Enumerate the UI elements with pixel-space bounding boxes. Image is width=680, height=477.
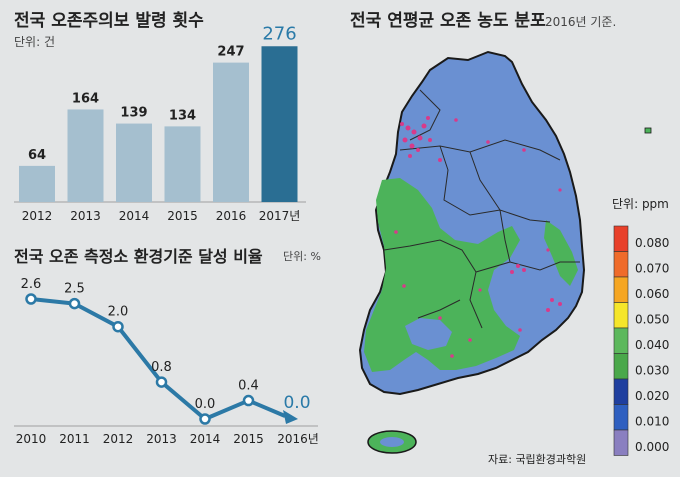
line-point	[242, 394, 255, 407]
bar-x-tick: 2014	[119, 209, 150, 223]
legend-label: 0.040	[635, 338, 669, 352]
legend-swatch	[613, 353, 629, 380]
map-ulleungdo	[644, 127, 652, 134]
line-value-label: 0.0	[195, 397, 216, 412]
bar-x-tick: 2015	[167, 209, 198, 223]
bar-x-tick: 2016	[216, 209, 247, 223]
map-legend-title: 단위: ppm	[612, 197, 669, 211]
line-value-label: 2.5	[64, 282, 85, 297]
map-green-zone	[364, 178, 520, 372]
line-x-tick: 2011	[59, 432, 90, 446]
legend-label: 0.080	[635, 236, 669, 250]
line-chart-title: 전국 오존 측정소 환경기준 달성 비율	[14, 247, 263, 266]
map-east-strip	[544, 220, 578, 286]
map-source: 자료: 국립환경과학원	[488, 453, 586, 466]
bar-2017년	[261, 46, 298, 202]
legend-label: 0.010	[635, 415, 669, 429]
bar-x-tick: 2017년	[259, 209, 301, 223]
bar-value-label: 276	[262, 23, 296, 44]
line-chart-unit: 단위: %	[283, 250, 321, 263]
line-x-tick: 2014	[190, 432, 221, 446]
bar-2015	[164, 126, 201, 202]
bar-value-label: 64	[28, 148, 46, 163]
line-point	[199, 413, 211, 425]
map-subtitle: 2016년 기준.	[545, 15, 616, 29]
legend-swatch	[613, 429, 629, 456]
line-value-label: 0.0	[283, 393, 310, 413]
line-arrow-head	[283, 410, 298, 424]
line-value-label: 2.0	[108, 305, 129, 320]
line-point	[25, 293, 37, 305]
bar-value-label: 139	[120, 106, 147, 121]
line-value-label: 0.8	[151, 360, 172, 375]
bar-2016	[213, 62, 249, 202]
line-x-tick: 2012	[103, 432, 134, 446]
map-legend: 0.080 0.070 0.060 0.050 0.040 0.030 0.020 0.010…	[613, 225, 669, 456]
line-value-label: 2.6	[21, 277, 42, 292]
line-chart: 2.6 2010 2.5 2011 2.0 2012 0.8 2013 0.0 2014 0.4 20…	[14, 277, 319, 446]
bar-chart-title: 전국 오존주의보 발령 횟수	[14, 10, 204, 31]
legend-label: 0.070	[635, 262, 669, 276]
legend-swatch	[613, 327, 629, 354]
legend-swatch	[613, 404, 629, 431]
map-blue-pocket	[405, 318, 452, 350]
legend-swatch	[613, 378, 629, 405]
line-point	[155, 376, 168, 388]
legend-swatch	[613, 225, 629, 252]
map-hotspots	[394, 116, 562, 358]
line-value-label: 0.4	[238, 379, 259, 394]
line-x-tick: 2016년	[277, 432, 319, 446]
bar-chart: 64 2012 164 2013 139 2014 134 2015 247 2016 276 201…	[14, 23, 306, 223]
korea-ozone-map	[358, 50, 652, 454]
legend-swatch	[613, 251, 629, 278]
bar-value-label: 247	[217, 45, 244, 60]
legend-swatch	[613, 302, 629, 329]
line-point	[68, 297, 81, 310]
legend-label: 0.060	[635, 287, 669, 301]
bar-chart-unit: 단위: 건	[14, 35, 55, 49]
map-boundaries	[383, 89, 580, 329]
line-x-tick: 2013	[146, 432, 177, 446]
map-title: 전국 연평균 오존 농도 분포	[350, 11, 546, 31]
bar-2012	[19, 165, 55, 202]
bar-x-tick: 2013	[70, 209, 101, 223]
bar-value-label: 164	[72, 91, 99, 106]
bar-value-label: 134	[169, 108, 196, 123]
legend-label: 0.030	[635, 364, 669, 378]
line-x-tick: 2015	[233, 432, 264, 446]
bar-2013	[67, 109, 104, 202]
bar-x-tick: 2012	[22, 209, 53, 223]
map-jeju-center	[380, 437, 404, 447]
line-point	[112, 320, 124, 333]
legend-label: 0.020	[635, 389, 669, 403]
bar-2014	[116, 123, 152, 202]
legend-swatch	[613, 276, 629, 303]
legend-label: 0.000	[635, 440, 669, 454]
legend-label: 0.050	[635, 313, 669, 327]
line-x-tick: 2010	[16, 432, 47, 446]
